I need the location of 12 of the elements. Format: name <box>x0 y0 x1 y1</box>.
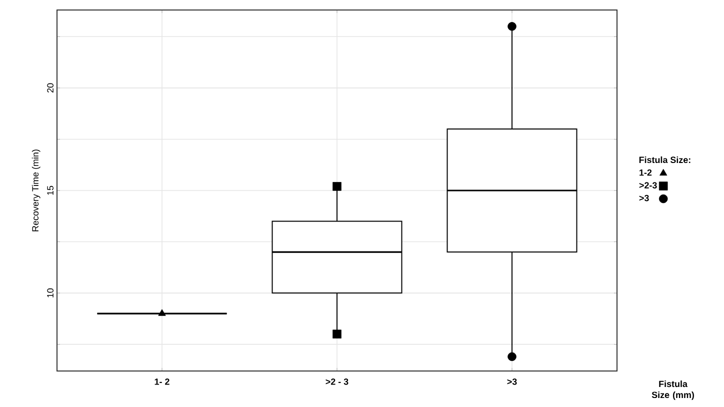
legend-label: >2-3 <box>639 182 657 188</box>
legend-label: 1-2 <box>640 169 652 176</box>
y-axis-title: Recovery Time (min) <box>32 150 40 232</box>
legend-label: >3 <box>639 194 649 202</box>
x-tick-label: 1- 2 <box>154 378 170 385</box>
legend-title: Fistula Size: <box>639 156 690 164</box>
y-tick-label: 15 <box>47 186 54 195</box>
y-tick-label: 20 <box>47 83 54 92</box>
x-axis-title: Fistula Size (mm) <box>652 380 694 400</box>
x-tick-label: >3 <box>507 378 517 385</box>
y-tick-label: 10 <box>47 288 54 298</box>
x-tick-label: >2 - 3 <box>326 378 348 385</box>
